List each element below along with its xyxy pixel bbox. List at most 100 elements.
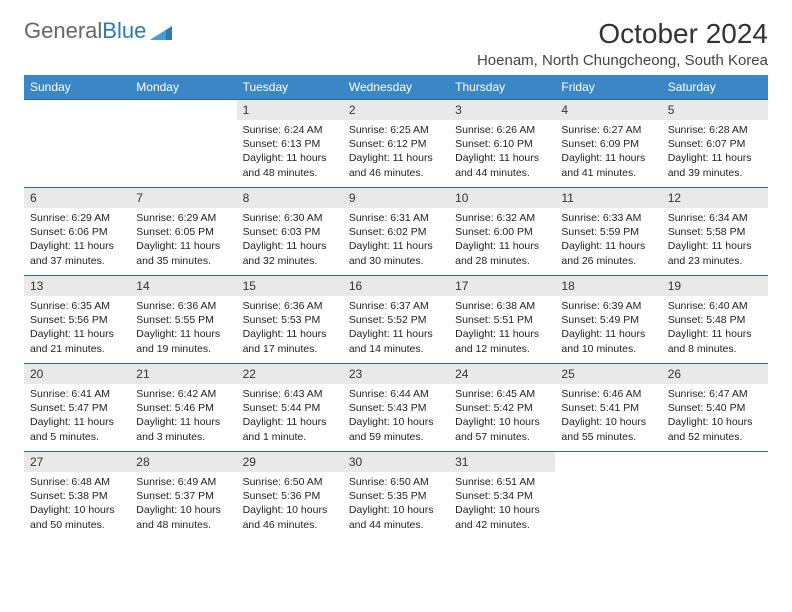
day-content: Sunrise: 6:39 AMSunset: 5:49 PMDaylight:…: [555, 296, 661, 359]
weekday-header: Saturday: [662, 75, 768, 100]
sunrise-line: Sunrise: 6:30 AM: [243, 211, 337, 225]
day-number: 4: [555, 100, 661, 120]
daylight-line: Daylight: 11 hours and 21 minutes.: [30, 327, 124, 355]
brand-triangle-icon: [150, 22, 172, 40]
day-content: Sunrise: 6:37 AMSunset: 5:52 PMDaylight:…: [343, 296, 449, 359]
daylight-line: Daylight: 10 hours and 42 minutes.: [455, 503, 549, 531]
day-number: 1: [237, 100, 343, 120]
day-content: Sunrise: 6:31 AMSunset: 6:02 PMDaylight:…: [343, 208, 449, 271]
day-number: 10: [449, 188, 555, 208]
calendar-table: SundayMondayTuesdayWednesdayThursdayFrid…: [24, 75, 768, 540]
day-content: Sunrise: 6:32 AMSunset: 6:00 PMDaylight:…: [449, 208, 555, 271]
sunset-line: Sunset: 5:40 PM: [668, 401, 762, 415]
sunset-line: Sunset: 5:35 PM: [349, 489, 443, 503]
sunrise-line: Sunrise: 6:46 AM: [561, 387, 655, 401]
sunset-line: Sunset: 6:00 PM: [455, 225, 549, 239]
daylight-line: Daylight: 10 hours and 50 minutes.: [30, 503, 124, 531]
daylight-line: Daylight: 11 hours and 19 minutes.: [136, 327, 230, 355]
calendar-day-cell: 12Sunrise: 6:34 AMSunset: 5:58 PMDayligh…: [662, 188, 768, 276]
calendar-day-cell: 4Sunrise: 6:27 AMSunset: 6:09 PMDaylight…: [555, 100, 661, 188]
sunset-line: Sunset: 5:49 PM: [561, 313, 655, 327]
sunset-line: Sunset: 6:07 PM: [668, 137, 762, 151]
sunrise-line: Sunrise: 6:39 AM: [561, 299, 655, 313]
calendar-day-cell: 13Sunrise: 6:35 AMSunset: 5:56 PMDayligh…: [24, 276, 130, 364]
day-content: Sunrise: 6:36 AMSunset: 5:55 PMDaylight:…: [130, 296, 236, 359]
weekday-header: Wednesday: [343, 75, 449, 100]
day-content: Sunrise: 6:44 AMSunset: 5:43 PMDaylight:…: [343, 384, 449, 447]
sunrise-line: Sunrise: 6:29 AM: [30, 211, 124, 225]
day-number: 14: [130, 276, 236, 296]
sunrise-line: Sunrise: 6:44 AM: [349, 387, 443, 401]
sunset-line: Sunset: 5:59 PM: [561, 225, 655, 239]
calendar-day-cell: 25Sunrise: 6:46 AMSunset: 5:41 PMDayligh…: [555, 364, 661, 452]
day-content: Sunrise: 6:51 AMSunset: 5:34 PMDaylight:…: [449, 472, 555, 535]
daylight-line: Daylight: 11 hours and 41 minutes.: [561, 151, 655, 179]
day-number: 15: [237, 276, 343, 296]
day-number: 6: [24, 188, 130, 208]
calendar-day-cell: 31Sunrise: 6:51 AMSunset: 5:34 PMDayligh…: [449, 452, 555, 540]
day-content: Sunrise: 6:25 AMSunset: 6:12 PMDaylight:…: [343, 120, 449, 183]
daylight-line: Daylight: 11 hours and 5 minutes.: [30, 415, 124, 443]
weekday-header: Friday: [555, 75, 661, 100]
day-number: 25: [555, 364, 661, 384]
day-number: 21: [130, 364, 236, 384]
calendar-week-row: 27Sunrise: 6:48 AMSunset: 5:38 PMDayligh…: [24, 452, 768, 540]
daylight-line: Daylight: 11 hours and 8 minutes.: [668, 327, 762, 355]
sunset-line: Sunset: 6:02 PM: [349, 225, 443, 239]
calendar-day-cell: 28Sunrise: 6:49 AMSunset: 5:37 PMDayligh…: [130, 452, 236, 540]
day-content: Sunrise: 6:41 AMSunset: 5:47 PMDaylight:…: [24, 384, 130, 447]
sunrise-line: Sunrise: 6:50 AM: [349, 475, 443, 489]
sunrise-line: Sunrise: 6:40 AM: [668, 299, 762, 313]
calendar-day-cell: 2Sunrise: 6:25 AMSunset: 6:12 PMDaylight…: [343, 100, 449, 188]
calendar-day-cell: 22Sunrise: 6:43 AMSunset: 5:44 PMDayligh…: [237, 364, 343, 452]
sunset-line: Sunset: 5:44 PM: [243, 401, 337, 415]
daylight-line: Daylight: 10 hours and 44 minutes.: [349, 503, 443, 531]
day-content: Sunrise: 6:27 AMSunset: 6:09 PMDaylight:…: [555, 120, 661, 183]
sunrise-line: Sunrise: 6:47 AM: [668, 387, 762, 401]
sunset-line: Sunset: 5:46 PM: [136, 401, 230, 415]
sunrise-line: Sunrise: 6:35 AM: [30, 299, 124, 313]
day-content: Sunrise: 6:36 AMSunset: 5:53 PMDaylight:…: [237, 296, 343, 359]
day-number: 2: [343, 100, 449, 120]
sunrise-line: Sunrise: 6:38 AM: [455, 299, 549, 313]
sunrise-line: Sunrise: 6:26 AM: [455, 123, 549, 137]
brand-logo: GeneralBlue: [24, 18, 172, 44]
calendar-day-cell: 5Sunrise: 6:28 AMSunset: 6:07 PMDaylight…: [662, 100, 768, 188]
brand-part2: Blue: [102, 18, 146, 44]
sunset-line: Sunset: 6:13 PM: [243, 137, 337, 151]
sunrise-line: Sunrise: 6:36 AM: [243, 299, 337, 313]
calendar-day-cell: 6Sunrise: 6:29 AMSunset: 6:06 PMDaylight…: [24, 188, 130, 276]
calendar-day-cell: 15Sunrise: 6:36 AMSunset: 5:53 PMDayligh…: [237, 276, 343, 364]
day-content: Sunrise: 6:43 AMSunset: 5:44 PMDaylight:…: [237, 384, 343, 447]
calendar-empty-cell: [24, 100, 130, 188]
calendar-day-cell: 27Sunrise: 6:48 AMSunset: 5:38 PMDayligh…: [24, 452, 130, 540]
calendar-day-cell: 10Sunrise: 6:32 AMSunset: 6:00 PMDayligh…: [449, 188, 555, 276]
calendar-day-cell: 7Sunrise: 6:29 AMSunset: 6:05 PMDaylight…: [130, 188, 236, 276]
daylight-line: Daylight: 11 hours and 32 minutes.: [243, 239, 337, 267]
daylight-line: Daylight: 10 hours and 57 minutes.: [455, 415, 549, 443]
day-number: 16: [343, 276, 449, 296]
calendar-day-cell: 21Sunrise: 6:42 AMSunset: 5:46 PMDayligh…: [130, 364, 236, 452]
day-content: Sunrise: 6:35 AMSunset: 5:56 PMDaylight:…: [24, 296, 130, 359]
day-number: 29: [237, 452, 343, 472]
sunset-line: Sunset: 6:10 PM: [455, 137, 549, 151]
day-number: 3: [449, 100, 555, 120]
calendar-body: 1Sunrise: 6:24 AMSunset: 6:13 PMDaylight…: [24, 100, 768, 540]
day-number: 7: [130, 188, 236, 208]
calendar-day-cell: 1Sunrise: 6:24 AMSunset: 6:13 PMDaylight…: [237, 100, 343, 188]
day-content: Sunrise: 6:40 AMSunset: 5:48 PMDaylight:…: [662, 296, 768, 359]
daylight-line: Daylight: 11 hours and 1 minute.: [243, 415, 337, 443]
day-number: 18: [555, 276, 661, 296]
weekday-header: Sunday: [24, 75, 130, 100]
day-number: 19: [662, 276, 768, 296]
sunrise-line: Sunrise: 6:41 AM: [30, 387, 124, 401]
day-content: Sunrise: 6:29 AMSunset: 6:06 PMDaylight:…: [24, 208, 130, 271]
daylight-line: Daylight: 10 hours and 52 minutes.: [668, 415, 762, 443]
daylight-line: Daylight: 11 hours and 39 minutes.: [668, 151, 762, 179]
sunrise-line: Sunrise: 6:32 AM: [455, 211, 549, 225]
calendar-day-cell: 9Sunrise: 6:31 AMSunset: 6:02 PMDaylight…: [343, 188, 449, 276]
daylight-line: Daylight: 10 hours and 55 minutes.: [561, 415, 655, 443]
sunrise-line: Sunrise: 6:31 AM: [349, 211, 443, 225]
sunrise-line: Sunrise: 6:25 AM: [349, 123, 443, 137]
sunrise-line: Sunrise: 6:45 AM: [455, 387, 549, 401]
